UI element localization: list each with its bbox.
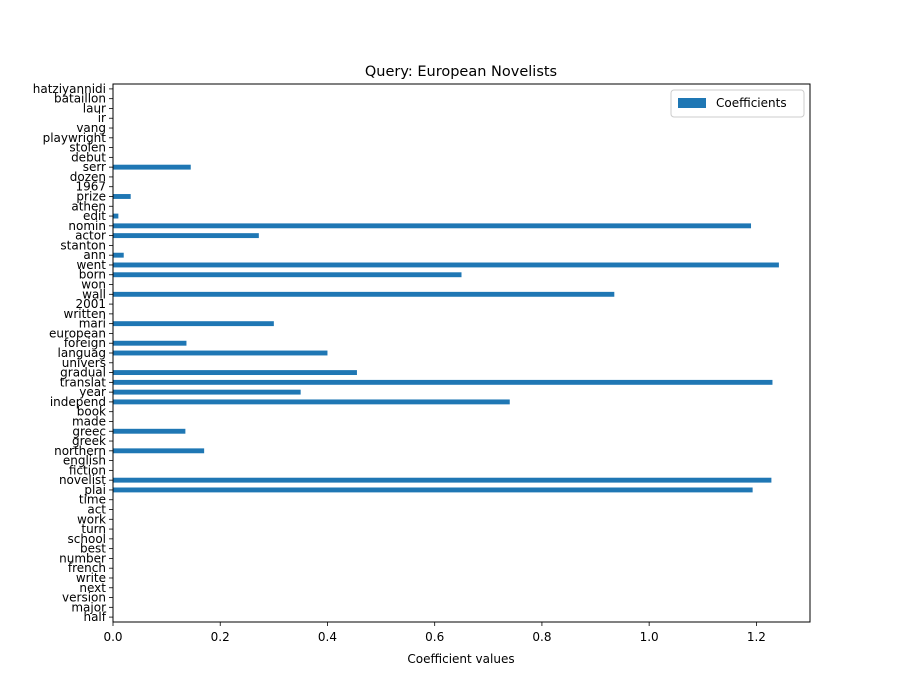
- y-tick-label: born: [79, 268, 106, 282]
- bar-gradual: [113, 370, 357, 376]
- y-tick-label: hatziyannidi: [33, 82, 106, 96]
- chart-title: Query: European Novelists: [365, 64, 557, 80]
- bar-actor: [113, 233, 259, 239]
- y-tick-label: prize: [76, 189, 106, 203]
- y-tick-label: number: [59, 551, 106, 565]
- x-tick-label: 1.2: [747, 630, 766, 644]
- y-tick-label: novelist: [59, 473, 106, 487]
- y-tick-label: year: [79, 385, 106, 399]
- y-tick-label: stanton: [60, 238, 106, 252]
- legend: Coefficients: [670, 89, 805, 118]
- y-tick-label: ann: [83, 248, 106, 262]
- x-tick-label: 0.2: [211, 630, 230, 644]
- y-tick-label: translat: [60, 375, 107, 389]
- y-tick-label: mari: [79, 317, 106, 331]
- bar-languag: [113, 350, 328, 356]
- y-tick-label: actor: [75, 229, 106, 243]
- bar-nomin: [113, 223, 752, 229]
- x-tick-label: 0.6: [425, 630, 444, 644]
- bar-foreign: [113, 340, 187, 346]
- y-tick-label: foreign: [64, 336, 106, 350]
- y-tick-label: languag: [58, 346, 107, 360]
- y-tick-label: fiction: [69, 463, 106, 477]
- y-tick-label: gradual: [60, 366, 106, 380]
- y-tick-label: went: [76, 258, 106, 272]
- y-tick-label: write: [76, 571, 106, 585]
- x-tick-label: 0.0: [103, 630, 122, 644]
- y-tick-label: wall: [82, 287, 106, 301]
- bar-greec: [113, 428, 186, 434]
- y-tick-label: version: [62, 591, 106, 605]
- y-tick-label: laur: [83, 101, 106, 115]
- bar-northern: [113, 448, 205, 454]
- bar-ann: [113, 252, 124, 258]
- y-tick-label: work: [77, 512, 106, 526]
- legend-box: [670, 89, 805, 118]
- y-tick-label: edit: [83, 209, 106, 223]
- bar-independ: [113, 399, 510, 405]
- y-tick-label: plai: [84, 483, 106, 497]
- y-tick-label: act: [87, 503, 106, 517]
- y-tick-label: greek: [72, 434, 106, 448]
- y-tick-label: made: [72, 414, 106, 428]
- y-tick-label: french: [68, 561, 106, 575]
- y-tick-label: greec: [72, 424, 106, 438]
- y-tick-label: northern: [54, 444, 106, 458]
- bar-serr: [113, 164, 191, 170]
- legend-swatch: [678, 98, 706, 108]
- y-tick-label: independ: [50, 395, 106, 409]
- bar-translat: [113, 379, 773, 385]
- y-tick-label: nomin: [68, 219, 106, 233]
- y-tick-label: written: [64, 307, 106, 321]
- y-tick-label: univers: [62, 356, 106, 370]
- y-axis: halfmajorversionnextwritefrenchnumberbes…: [33, 82, 113, 624]
- y-tick-label: won: [81, 278, 106, 292]
- y-tick-label: european: [49, 326, 106, 340]
- y-tick-label: dozen: [70, 170, 106, 184]
- y-tick-label: serr: [83, 160, 106, 174]
- y-tick-label: 2001: [75, 297, 106, 311]
- y-tick-label: stolen: [69, 141, 106, 155]
- y-tick-label: half: [83, 610, 106, 624]
- bar-edit: [113, 213, 119, 219]
- bar-prize: [113, 194, 131, 199]
- bar-mari: [113, 321, 274, 327]
- y-tick-label: vang: [76, 121, 106, 135]
- y-tick-label: debut: [71, 150, 106, 164]
- y-tick-label: 1967: [75, 180, 106, 194]
- x-tick-label: 0.8: [532, 630, 551, 644]
- y-tick-label: next: [79, 581, 106, 595]
- y-tick-label: bataillon: [54, 92, 106, 106]
- x-axis: 0.0 0.2 0.4 0.6 0.8 1.0 1.2: [103, 622, 766, 644]
- bar-plai: [113, 487, 753, 493]
- x-tick-label: 0.4: [318, 630, 337, 644]
- y-tick-label: school: [68, 532, 106, 546]
- y-tick-label: athen: [71, 199, 106, 213]
- y-tick-label: ir: [98, 111, 106, 125]
- bar-year: [113, 389, 301, 395]
- y-tick-label: best: [80, 542, 106, 556]
- legend-label: Coefficients: [716, 96, 787, 110]
- bar-went: [113, 262, 779, 268]
- bar-wall: [113, 291, 615, 297]
- y-tick-label: major: [71, 600, 106, 614]
- y-tick-label: turn: [81, 522, 106, 536]
- x-axis-title: Coefficient values: [407, 652, 514, 666]
- y-tick-label: playwright: [43, 131, 107, 145]
- y-tick-label: book: [77, 405, 106, 419]
- y-tick-label: time: [79, 493, 106, 507]
- x-tick-label: 1.0: [640, 630, 659, 644]
- bars-group: [113, 164, 779, 493]
- y-tick-label: english: [63, 454, 106, 468]
- bar-born: [113, 272, 462, 278]
- bar-novelist: [113, 477, 772, 483]
